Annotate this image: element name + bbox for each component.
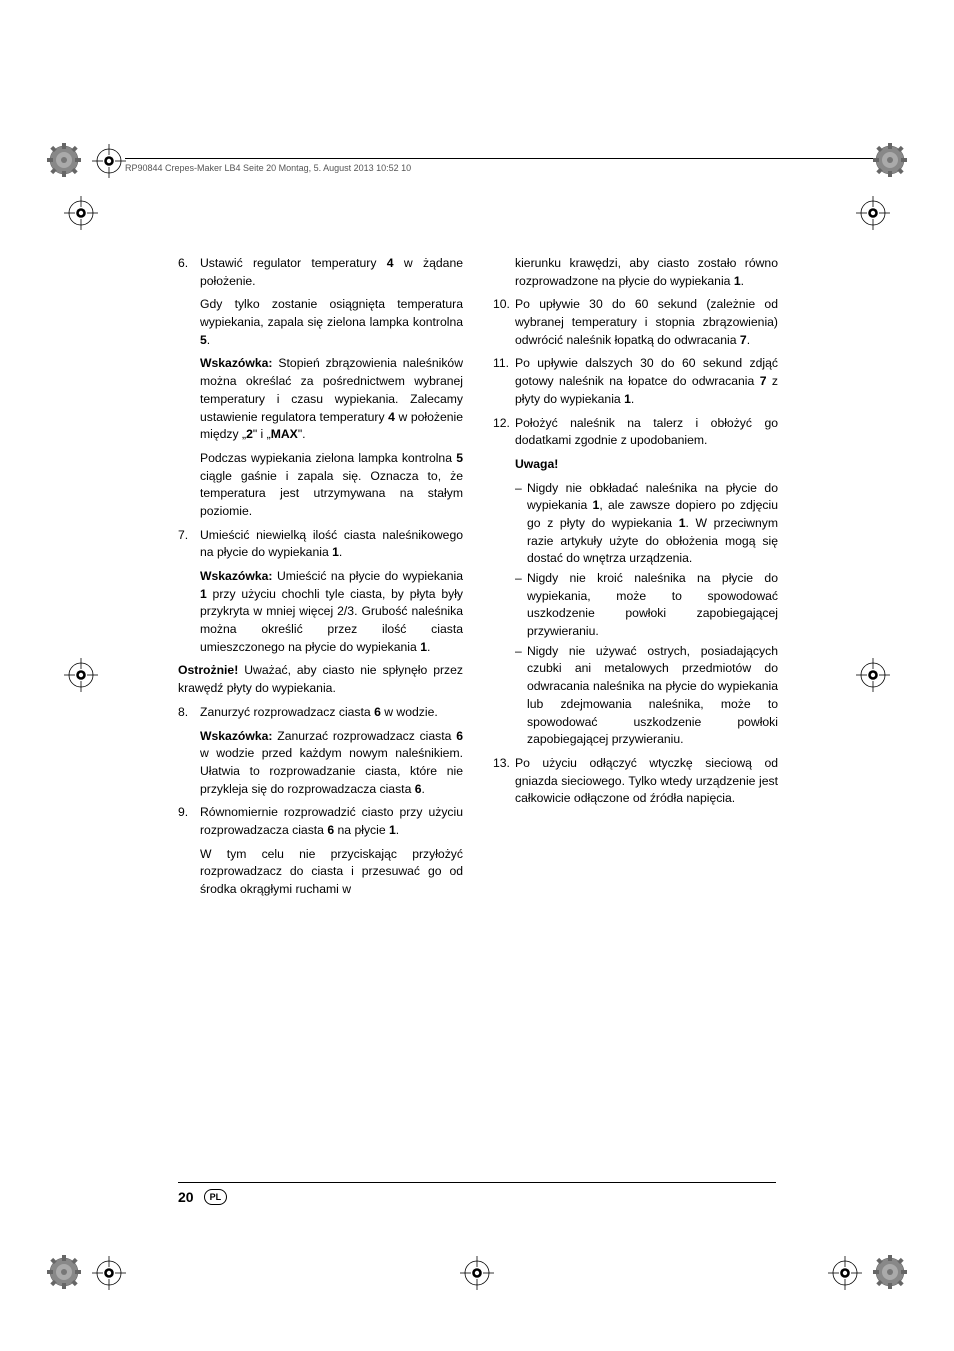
step-8: 8. Zanurzyć rozprowadzacz ciasta 6 w wod… bbox=[178, 704, 463, 722]
warning-list: – Nigdy nie obkładać naleśnika na płycie… bbox=[515, 480, 778, 749]
step-number: 13. bbox=[493, 755, 515, 808]
content-columns: 6. Ustawić regulator temperatury 4 w żąd… bbox=[178, 255, 778, 905]
crop-mark-icon bbox=[856, 196, 890, 230]
step-text: Umieścić niewielką ilość ciasta naleśnik… bbox=[200, 527, 463, 562]
dash-icon: – bbox=[515, 480, 527, 568]
step-number: 11. bbox=[493, 355, 515, 408]
step-text: Po użyciu odłączyć wtyczkę sieciową od g… bbox=[515, 755, 778, 808]
step-13: 13. Po użyciu odłączyć wtyczkę sieciową … bbox=[493, 755, 778, 808]
gear-icon bbox=[870, 140, 910, 180]
hint-1b: Podczas wypiekania zielona lampka kontro… bbox=[200, 450, 463, 521]
step-9: 9. Równomiernie rozprowadzić ciasto przy… bbox=[178, 804, 463, 839]
step-number: 7. bbox=[178, 527, 200, 562]
step-11: 11. Po upływie dalszych 30 do 60 sekund … bbox=[493, 355, 778, 408]
step-9-cont: W tym celu nie przyciskając przyłożyć ro… bbox=[200, 846, 463, 899]
footer: 20 PL bbox=[178, 1182, 776, 1205]
header-rule bbox=[125, 158, 894, 159]
step-12: 12. Położyć naleśnik na talerz i obłożyć… bbox=[493, 415, 778, 450]
warning-1: – Nigdy nie obkładać naleśnika na płycie… bbox=[515, 480, 778, 568]
crop-mark-icon bbox=[64, 196, 98, 230]
gear-icon bbox=[44, 140, 84, 180]
page-number: 20 bbox=[178, 1189, 194, 1205]
step-text: Zanurzyć rozprowadzacz ciasta 6 w wodzie… bbox=[200, 704, 463, 722]
step-10: 10. Po upływie 30 do 60 sekund (zależnie… bbox=[493, 296, 778, 349]
column-right: kierunku krawędzi, aby ciasto zostało ró… bbox=[493, 255, 778, 905]
hint-2: Wskazówka: Umieścić na płycie do wypieka… bbox=[200, 568, 463, 656]
dash-icon: – bbox=[515, 570, 527, 641]
hint-1: Wskazówka: Stopień zbrązowienia naleśnik… bbox=[200, 355, 463, 443]
uwaga-heading: Uwaga! bbox=[515, 456, 778, 474]
warning-text: Nigdy nie obkładać naleśnika na płycie d… bbox=[527, 480, 778, 568]
step-number: 12. bbox=[493, 415, 515, 450]
crop-mark-icon bbox=[92, 144, 126, 178]
step-text: Równomiernie rozprowadzić ciasto przy uż… bbox=[200, 804, 463, 839]
gear-icon bbox=[44, 1252, 84, 1292]
gear-icon bbox=[870, 1252, 910, 1292]
step-9-cont2: kierunku krawędzi, aby ciasto zostało ró… bbox=[515, 255, 778, 290]
step-text: Ustawić regulator temperatury 4 w żądane… bbox=[200, 255, 463, 290]
step-number: 9. bbox=[178, 804, 200, 839]
warning-text: Nigdy nie używać ostrych, posiadających … bbox=[527, 643, 778, 749]
step-number: 6. bbox=[178, 255, 200, 290]
warning-2: – Nigdy nie kroić naleśnika na płycie do… bbox=[515, 570, 778, 641]
crop-mark-icon bbox=[64, 658, 98, 692]
step-7: 7. Umieścić niewielką ilość ciasta naleś… bbox=[178, 527, 463, 562]
crop-mark-icon bbox=[856, 658, 890, 692]
crop-mark-icon bbox=[828, 1256, 862, 1290]
step-number: 10. bbox=[493, 296, 515, 349]
step-6: 6. Ustawić regulator temperatury 4 w żąd… bbox=[178, 255, 463, 290]
dash-icon: – bbox=[515, 643, 527, 749]
warning-text: Nigdy nie kroić naleśnika na płycie do w… bbox=[527, 570, 778, 641]
warning-3: – Nigdy nie używać ostrych, posiadającyc… bbox=[515, 643, 778, 749]
column-left: 6. Ustawić regulator temperatury 4 w żąd… bbox=[178, 255, 463, 905]
step-6-cont: Gdy tylko zostanie osiągnięta temperatur… bbox=[200, 296, 463, 349]
hint-3: Wskazówka: Zanurzać rozprowadzacz ciasta… bbox=[200, 728, 463, 799]
header-path: RP90844 Crepes-Maker LB4 Seite 20 Montag… bbox=[125, 163, 411, 173]
page: RP90844 Crepes-Maker LB4 Seite 20 Montag… bbox=[0, 0, 954, 1351]
caution: Ostrożnie! Uważać, aby ciasto nie spłynę… bbox=[178, 662, 463, 697]
step-number: 8. bbox=[178, 704, 200, 722]
step-text: Po upływie dalszych 30 do 60 sekund zdją… bbox=[515, 355, 778, 408]
crop-mark-icon bbox=[460, 1256, 494, 1290]
crop-mark-icon bbox=[92, 1256, 126, 1290]
language-badge: PL bbox=[204, 1189, 228, 1205]
step-text: Po upływie 30 do 60 sekund (zależnie od … bbox=[515, 296, 778, 349]
step-text: Położyć naleśnik na talerz i obłożyć go … bbox=[515, 415, 778, 450]
